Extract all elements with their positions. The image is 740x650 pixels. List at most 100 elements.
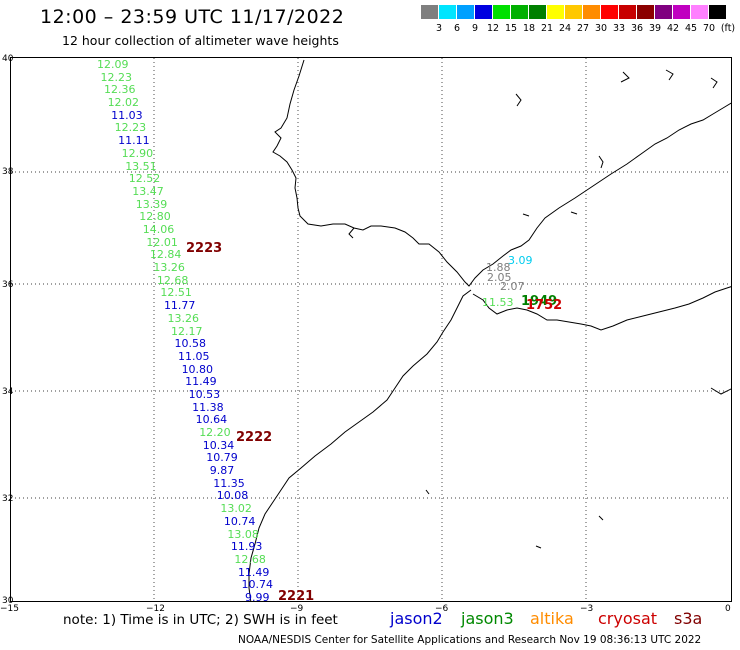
wave-height-label: 13.26	[153, 261, 185, 275]
map-frame	[10, 57, 732, 602]
wave-height-label: 12.20	[199, 426, 231, 440]
legend-swatch	[601, 5, 618, 19]
graticule	[11, 58, 731, 601]
legend-swatch	[475, 5, 492, 19]
map-canvas	[11, 58, 731, 601]
legend-label: 70	[702, 23, 716, 34]
wave-height-label: 10.53	[188, 387, 221, 401]
wave-height-label: 13.02	[220, 502, 252, 516]
satellite-legend-item: jason2	[390, 609, 443, 628]
lat-tick-label: 32	[2, 494, 14, 504]
legend-swatch	[457, 5, 474, 19]
legend-label: 42	[666, 23, 680, 34]
legend-label: 27	[576, 23, 590, 34]
satellite-legend-item: s3a	[674, 609, 703, 628]
wave-height-label: 12.23	[100, 70, 133, 84]
wave-height-label: 2.07	[500, 280, 525, 293]
wave-height-label: 11.05	[178, 349, 210, 363]
wave-height-label: 13.47	[132, 184, 164, 198]
note-text: note: 1) Time is in UTC; 2) SWH is in fe…	[63, 612, 338, 628]
lat-tick-label: 34	[2, 387, 14, 397]
legend-swatch	[511, 5, 528, 19]
lat-tick-label: 30	[2, 596, 14, 606]
wave-height-label: 12.09	[97, 58, 129, 71]
wave-height-label: 11.49	[237, 565, 270, 579]
wave-height-label: 11.77	[163, 299, 196, 313]
wave-height-label: 10.74	[241, 578, 273, 592]
legend-label: 36	[630, 23, 644, 34]
lon-tick-label: −6	[435, 604, 449, 614]
pass-time-label: 2222	[236, 430, 273, 445]
wave-height-label: 12.23	[114, 121, 147, 135]
coastline	[248, 59, 731, 601]
wave-height-label: 11.93	[230, 540, 263, 554]
wave-height-label: 3.09	[508, 254, 533, 267]
wave-height-label: 11.53	[482, 296, 514, 309]
legend-label: 18	[522, 23, 536, 34]
legend-swatch	[691, 5, 708, 19]
wave-height-label: 12.80	[139, 210, 171, 224]
wave-height-label: 13.08	[227, 527, 259, 541]
lon-tick-label: −3	[580, 604, 594, 614]
wave-height-label: 12.90	[121, 146, 154, 160]
wave-height-label: 11.11	[118, 134, 150, 148]
wave-height-label: 10.58	[174, 337, 207, 351]
legend-label: 30	[594, 23, 608, 34]
wave-height-label: 2.05	[487, 271, 512, 284]
wave-height-label: 11.03	[111, 108, 143, 122]
legend-label: 45	[684, 23, 698, 34]
satellite-legend-item: altika	[530, 609, 574, 628]
wave-height-label: 10.34	[202, 438, 235, 452]
wave-height-label: 10.08	[216, 489, 249, 503]
wave-height-label: 11.38	[192, 400, 224, 414]
wave-height-label: 9.87	[209, 464, 235, 478]
pass-time-label: 2223	[186, 241, 223, 256]
legend-swatch	[565, 5, 582, 19]
pass-time-label: 1752	[526, 298, 563, 313]
wave-height-label: 12.52	[128, 172, 161, 186]
wave-height-label: 12.68	[156, 273, 189, 287]
wave-height-label: 12.51	[160, 286, 192, 300]
legend-label: 6	[453, 23, 461, 34]
legend-label: 3	[435, 23, 443, 34]
wave-height-label: 13.51	[125, 159, 157, 173]
legend-swatch	[547, 5, 564, 19]
lon-tick-label: 0	[725, 604, 731, 614]
wave-height-label: 11.49	[185, 375, 217, 389]
legend-label: 9	[471, 23, 479, 34]
map-subtitle: 12 hour collection of altimeter wave hei…	[62, 33, 339, 48]
legend-swatch	[619, 5, 636, 19]
wave-height-label: 12.36	[104, 83, 136, 97]
legend-units: (ft)	[720, 23, 736, 34]
credit-line: NOAA/NESDIS Center for Satellite Applica…	[238, 634, 702, 646]
legend-label: 12	[486, 23, 500, 34]
wave-height-label: 12.17	[171, 324, 203, 338]
legend-swatch	[583, 5, 600, 19]
lat-tick-label: 36	[2, 280, 14, 290]
wave-height-label: 11.35	[213, 476, 245, 490]
map-title: 12:00 – 23:59 UTC 11/17/2022	[40, 6, 345, 28]
lat-tick-label: 38	[2, 167, 14, 177]
legend-swatch	[637, 5, 654, 19]
legend-label: 39	[648, 23, 662, 34]
satellite-legend-item: jason3	[461, 609, 514, 628]
pass-time-label: 2221	[278, 589, 315, 604]
legend-swatch	[709, 5, 726, 19]
wave-height-label: 13.26	[167, 311, 199, 325]
legend-label: 24	[558, 23, 572, 34]
wave-height-label: 12.84	[149, 248, 182, 262]
pass-time-label: 1949	[521, 294, 558, 309]
legend-swatch	[655, 5, 672, 19]
wave-height-label: 9.99	[245, 591, 270, 604]
lat-tick-label: 40	[2, 54, 14, 64]
wave-height-label: 10.74	[223, 514, 256, 528]
wave-height-label: 1.88	[486, 261, 511, 274]
lon-tick-label: −15	[0, 604, 19, 614]
wave-height-label: 10.79	[206, 451, 238, 465]
legend-swatch	[439, 5, 456, 19]
wave-height-label: 12.01	[146, 235, 178, 249]
lon-tick-label: −12	[146, 604, 165, 614]
legend-swatch	[529, 5, 546, 19]
legend-label: 33	[612, 23, 626, 34]
wave-height-label: 12.68	[234, 552, 266, 566]
